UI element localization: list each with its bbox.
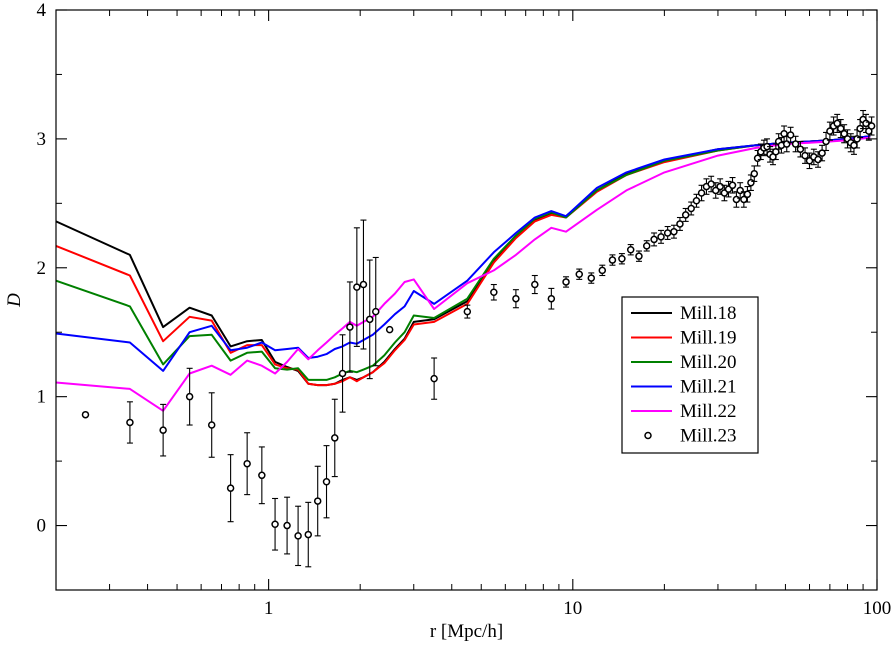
data-point-mill-23	[663, 229, 672, 237]
data-point-mill-23	[853, 135, 861, 143]
data-point-mill-23	[750, 169, 759, 178]
data-point-mill-23	[687, 204, 695, 213]
data-point-mill-23	[732, 195, 741, 204]
data-point-mill-23	[547, 294, 556, 303]
data-point-mill-23	[283, 521, 291, 530]
data-point-mill-23	[575, 270, 584, 278]
data-point-mill-23	[826, 127, 834, 135]
data-point-mill-23	[322, 477, 331, 486]
data-point-mill-23	[740, 195, 748, 204]
data-point-mill-23	[650, 235, 658, 244]
data-point-mill-23	[707, 180, 715, 188]
data-point-mill-23	[747, 178, 755, 187]
data-point-mill-23	[587, 274, 596, 282]
data-point-mill-23	[736, 186, 744, 195]
data-point-mill-23	[304, 530, 313, 539]
data-point-mill-23	[81, 410, 90, 419]
data-point-mill-23	[126, 418, 134, 427]
data-point-mill-23	[258, 471, 266, 480]
data-point-mill-23	[353, 283, 361, 291]
y-tick-label: 3	[37, 129, 47, 150]
y-axis-label: D	[4, 293, 25, 308]
data-point-mill-23	[657, 233, 665, 241]
legend: Mill.18 Mill.19 Mill.20 Mill.21 Mill.22 Mill.…	[621, 296, 759, 454]
data-point-mill-23	[226, 484, 235, 492]
data-point-mill-23	[867, 122, 876, 130]
data-point-mill-23	[822, 137, 830, 146]
y-tick-label: 4	[37, 0, 47, 21]
data-point-mill-23	[814, 155, 822, 164]
data-point-mill-23	[642, 242, 651, 250]
data-point-mill-23	[385, 325, 394, 334]
legend-label: Mill.23	[680, 426, 736, 447]
data-point-mill-23	[207, 421, 216, 429]
data-point-mill-23	[346, 323, 354, 331]
data-point-mill-23	[430, 374, 438, 383]
series-line-mill-20	[55, 135, 871, 381]
legend-label: Mill.22	[680, 401, 736, 422]
data-point-mill-23	[743, 190, 752, 199]
data-point-mill-23	[185, 392, 194, 401]
data-point-mill-23	[598, 266, 607, 275]
series-layer	[55, 109, 876, 568]
data-point-mill-23	[728, 181, 737, 190]
x-tick-label: 10	[563, 598, 582, 619]
legend-marker	[644, 431, 652, 440]
data-point-mill-23	[801, 151, 809, 160]
data-point-mill-23	[716, 182, 724, 191]
y-tick-label: 0	[37, 516, 47, 537]
data-point-mill-23	[338, 369, 347, 378]
data-point-mill-23	[796, 145, 805, 153]
x-tick-label: 100	[863, 598, 891, 619]
data-point-mill-23	[531, 280, 539, 289]
data-point-mill-23	[243, 459, 251, 468]
data-point-mill-23	[697, 189, 706, 197]
data-point-mill-23	[562, 278, 570, 286]
axes-layer: 1 10 100 0 1 2 3 4	[37, 0, 891, 619]
data-point-mill-23	[782, 140, 791, 148]
legend-label: Mill.18	[680, 303, 736, 324]
data-point-mill-23	[490, 288, 498, 297]
legend-label: Mill.20	[680, 352, 736, 373]
data-point-mill-23	[635, 252, 643, 260]
data-point-mill-23	[271, 520, 279, 529]
y-tick-label: 1	[37, 387, 47, 408]
data-point-mill-23	[818, 149, 826, 157]
data-point-mill-23	[786, 131, 795, 139]
data-point-mill-23	[608, 256, 617, 264]
data-point-mill-23	[681, 211, 690, 219]
legend-box	[621, 296, 759, 454]
data-point-mill-23	[331, 434, 339, 442]
series-line-mill-22	[55, 136, 871, 412]
data-point-mill-23	[791, 140, 800, 148]
x-axis-label: r [Mpc/h]	[430, 621, 503, 642]
data-point-mill-23	[365, 315, 374, 324]
plot-frame	[55, 9, 878, 591]
data-point-mill-23	[512, 294, 520, 303]
legend-label: Mill.21	[680, 377, 736, 398]
data-point-mill-23	[359, 280, 368, 289]
data-point-mill-23	[294, 532, 302, 540]
data-point-mill-23	[159, 426, 167, 434]
data-point-mill-23	[676, 220, 684, 228]
data-point-mill-23	[463, 307, 472, 316]
data-point-mill-23	[618, 255, 626, 263]
series-line-mill-21	[55, 135, 871, 372]
data-point-mill-23	[626, 245, 635, 254]
data-point-mill-23	[313, 497, 322, 505]
data-point-mill-23	[753, 154, 762, 162]
legend-label: Mill.19	[680, 328, 736, 349]
data-point-mill-23	[670, 227, 678, 236]
y-tick-label: 2	[37, 258, 47, 279]
x-tick-label: 1	[264, 598, 274, 619]
data-point-mill-23	[372, 307, 380, 316]
